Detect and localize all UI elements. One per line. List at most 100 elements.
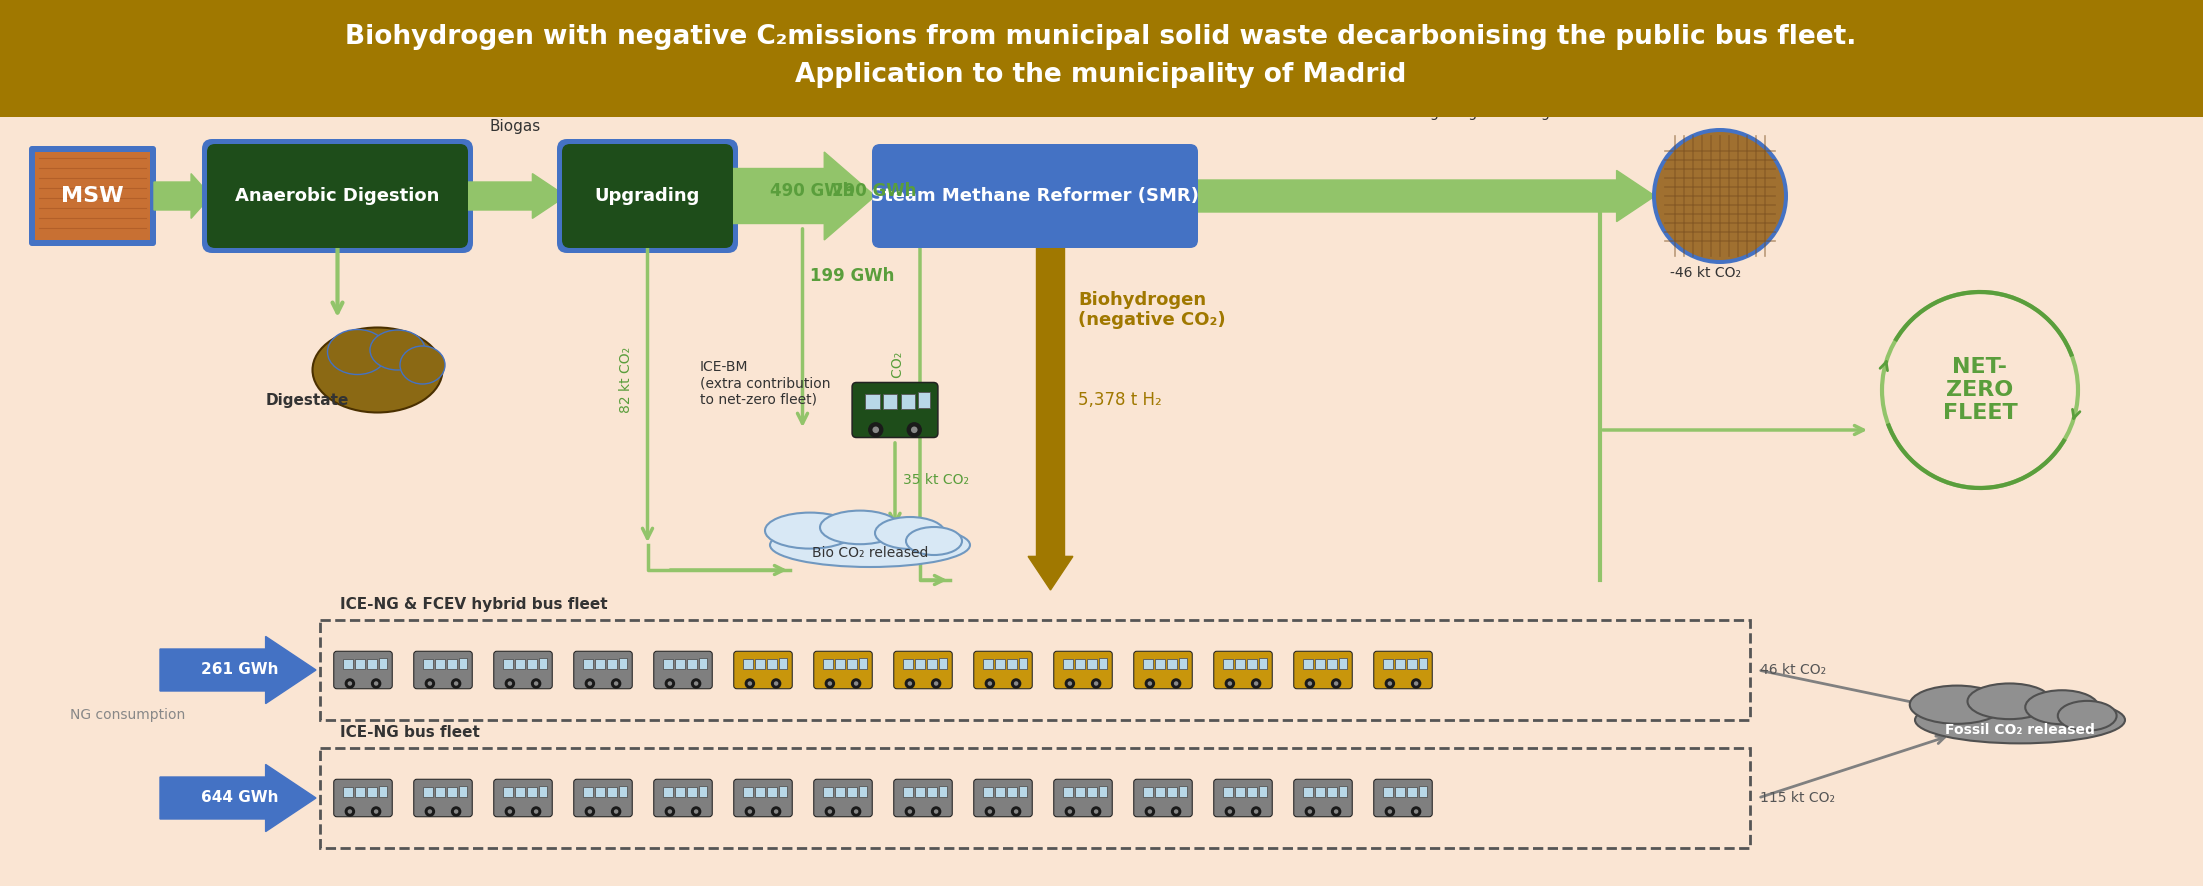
- Text: NET-
ZERO
FLEET: NET- ZERO FLEET: [1943, 357, 2018, 424]
- Text: MSW: MSW: [62, 186, 123, 206]
- Bar: [1394, 659, 1406, 669]
- Text: 199 GWh: 199 GWh: [811, 267, 894, 285]
- Circle shape: [615, 809, 619, 813]
- Bar: [595, 659, 604, 669]
- Bar: [687, 787, 696, 797]
- Bar: [584, 659, 593, 669]
- Bar: [1383, 787, 1392, 797]
- Bar: [996, 659, 1005, 669]
- FancyBboxPatch shape: [894, 780, 952, 817]
- Bar: [434, 787, 445, 797]
- Text: Digestate: Digestate: [267, 392, 350, 408]
- Text: 644 GWh: 644 GWh: [200, 790, 280, 805]
- Bar: [698, 658, 707, 669]
- Bar: [822, 787, 833, 797]
- Circle shape: [1013, 809, 1018, 813]
- Bar: [0, 107, 2203, 117]
- FancyBboxPatch shape: [493, 780, 553, 817]
- Ellipse shape: [401, 346, 445, 384]
- Bar: [1154, 659, 1165, 669]
- Bar: [1302, 659, 1313, 669]
- Circle shape: [370, 806, 381, 817]
- Bar: [584, 787, 593, 797]
- Circle shape: [1090, 806, 1102, 817]
- Bar: [698, 786, 707, 797]
- Bar: [938, 658, 947, 669]
- Circle shape: [584, 806, 595, 817]
- Circle shape: [1254, 809, 1258, 813]
- Bar: [1168, 659, 1176, 669]
- Bar: [983, 659, 994, 669]
- Bar: [767, 659, 775, 669]
- Text: Biohydrogen with negative C₂missions from municipal solid waste decarbonising th: Biohydrogen with negative C₂missions fro…: [346, 24, 1857, 50]
- Circle shape: [615, 681, 619, 686]
- Bar: [355, 787, 363, 797]
- Circle shape: [1068, 681, 1073, 686]
- Bar: [540, 658, 546, 669]
- Circle shape: [344, 806, 355, 817]
- Bar: [778, 658, 786, 669]
- Bar: [996, 787, 1005, 797]
- Bar: [1223, 659, 1231, 669]
- FancyBboxPatch shape: [573, 780, 632, 817]
- Text: 46 kt CO₂: 46 kt CO₂: [1760, 663, 1826, 677]
- Circle shape: [1333, 809, 1339, 813]
- Circle shape: [1304, 679, 1315, 688]
- Circle shape: [665, 806, 674, 817]
- Circle shape: [987, 681, 991, 686]
- Circle shape: [747, 809, 751, 813]
- Circle shape: [1011, 679, 1022, 688]
- FancyBboxPatch shape: [1053, 651, 1113, 688]
- Circle shape: [908, 809, 912, 813]
- Circle shape: [348, 681, 352, 686]
- Circle shape: [1304, 806, 1315, 817]
- Circle shape: [987, 809, 991, 813]
- FancyBboxPatch shape: [1375, 651, 1432, 688]
- Bar: [1302, 787, 1313, 797]
- Bar: [1326, 659, 1337, 669]
- Circle shape: [1011, 806, 1022, 817]
- Circle shape: [1148, 809, 1152, 813]
- Bar: [919, 392, 930, 408]
- Bar: [366, 787, 377, 797]
- Text: Bio CO₂ to underground
geological storage: Bio CO₂ to underground geological storag…: [1430, 89, 1595, 120]
- FancyBboxPatch shape: [562, 144, 734, 248]
- Bar: [742, 787, 753, 797]
- FancyArrow shape: [1029, 244, 1073, 590]
- Bar: [822, 659, 833, 669]
- Ellipse shape: [328, 330, 388, 375]
- FancyBboxPatch shape: [1214, 780, 1273, 817]
- Circle shape: [425, 679, 436, 688]
- FancyBboxPatch shape: [974, 780, 1033, 817]
- Text: 35 kt CO₂: 35 kt CO₂: [903, 473, 969, 487]
- Bar: [1339, 658, 1346, 669]
- Bar: [859, 658, 868, 669]
- Bar: [1075, 787, 1084, 797]
- Circle shape: [855, 681, 859, 686]
- Circle shape: [427, 681, 432, 686]
- Bar: [379, 786, 388, 797]
- Circle shape: [771, 679, 782, 688]
- Text: 115 kt CO₂: 115 kt CO₂: [1760, 791, 1835, 805]
- Circle shape: [908, 681, 912, 686]
- Bar: [1143, 787, 1152, 797]
- Circle shape: [824, 679, 835, 688]
- Circle shape: [1410, 679, 1421, 688]
- Bar: [742, 659, 753, 669]
- FancyArrow shape: [161, 765, 315, 832]
- Bar: [663, 659, 672, 669]
- Text: Bio CH₄ (renewable gas): Bio CH₄ (renewable gas): [709, 97, 894, 112]
- Circle shape: [1386, 806, 1394, 817]
- FancyBboxPatch shape: [29, 146, 156, 246]
- Bar: [1383, 659, 1392, 669]
- Bar: [1408, 659, 1417, 669]
- Bar: [458, 786, 467, 797]
- Circle shape: [348, 809, 352, 813]
- Bar: [1099, 786, 1106, 797]
- Circle shape: [934, 681, 938, 686]
- Ellipse shape: [370, 330, 425, 370]
- FancyBboxPatch shape: [872, 144, 1198, 248]
- FancyArrow shape: [161, 636, 315, 703]
- Bar: [0, 0, 2203, 107]
- Circle shape: [1225, 806, 1236, 817]
